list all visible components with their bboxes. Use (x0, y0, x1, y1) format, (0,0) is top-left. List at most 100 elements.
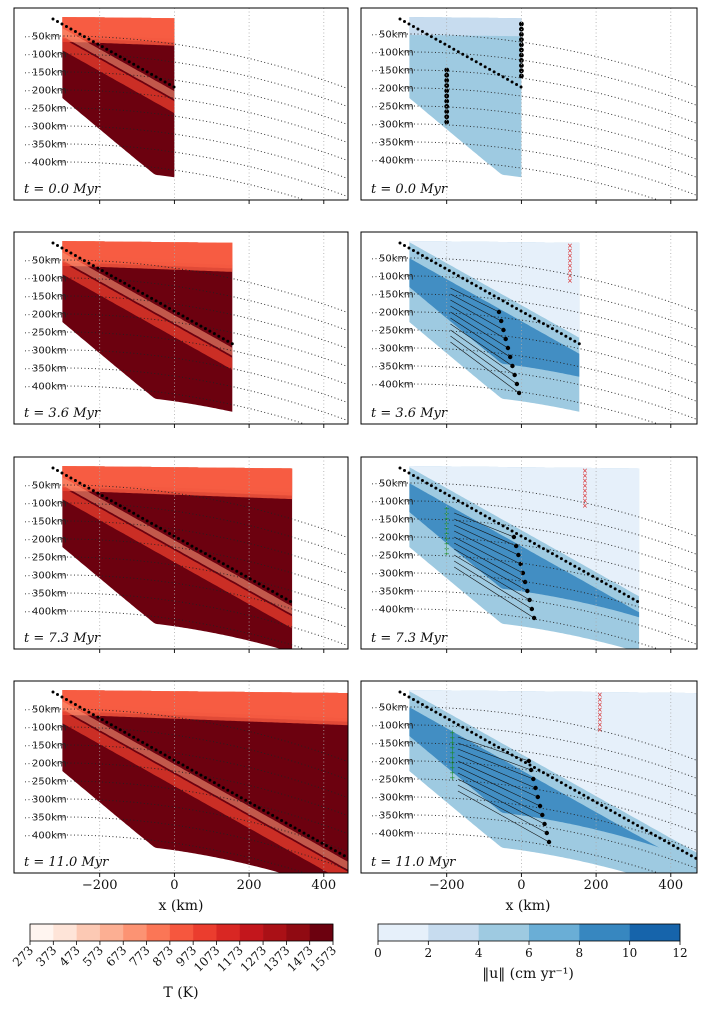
interface-dot (519, 309, 523, 313)
panel-frame (13, 680, 349, 874)
interface-dot (662, 839, 666, 843)
temperature-colorbar-segment (286, 924, 310, 941)
interface-dot (338, 851, 342, 855)
red-cross-marker: × (582, 467, 588, 475)
red-cross-marker: × (597, 691, 603, 699)
temperature-colorbar-segment (239, 924, 264, 941)
interface-dot (618, 813, 622, 817)
interface-dot (564, 783, 568, 787)
interface-dot (172, 534, 176, 538)
interface-dot (194, 322, 198, 326)
red-cross-marker: × (582, 477, 588, 485)
interface-dot (497, 296, 501, 300)
interface-dot (311, 836, 315, 840)
time-label: t = 7.3 Myr (371, 631, 448, 646)
interface-dot (425, 481, 429, 485)
panel-frame (360, 456, 698, 650)
depth-contour (24, 107, 348, 162)
green-plus-marker: + (449, 739, 455, 747)
interface-dot (150, 745, 154, 749)
upper-zone (409, 17, 522, 37)
x-tick-label: 0 (170, 878, 178, 893)
trajectory-line (450, 293, 502, 322)
interface-dot (465, 728, 469, 732)
interface-dot (429, 35, 433, 39)
interface-dot (398, 466, 402, 470)
interface-dot (420, 479, 424, 483)
panel-plot-area: 50km 100km 150km 200km 250km 300km 350km 400km (24, 457, 348, 649)
interface-dot (55, 243, 59, 247)
depth-contour (371, 329, 697, 384)
interface-dot (96, 266, 100, 270)
interface-dot (114, 276, 118, 280)
interface-dot (600, 803, 604, 807)
x-tick-label: 200 (584, 878, 609, 893)
trajectory-line (454, 536, 524, 574)
interface-dot (329, 846, 333, 850)
interface-dot (212, 332, 216, 336)
interface-dot (416, 27, 420, 31)
depth-label: 400km (379, 604, 414, 615)
depth-contour (371, 275, 697, 330)
interface-dot (275, 816, 279, 820)
interface-dot (573, 339, 577, 343)
particle-marker (522, 579, 528, 585)
particle-marker (531, 615, 537, 621)
velocity-colorbar-segment (378, 924, 429, 941)
interface-dot (199, 324, 203, 328)
velocity-colorbar-segment (579, 924, 630, 941)
interface-dot (600, 579, 604, 583)
interface-dot (159, 77, 163, 81)
particle-marker (546, 839, 552, 845)
depth-contour (24, 259, 348, 314)
depth-label: 400km (379, 828, 414, 839)
temperature-colorbar-segment (193, 924, 217, 941)
trajectory-line (457, 790, 550, 843)
interface-dot (676, 846, 680, 850)
interface-dot (434, 37, 438, 41)
depth-contour (24, 89, 348, 144)
interface-dot (109, 50, 113, 54)
interface-dot (407, 22, 411, 26)
temperature-colorbar-segment (123, 924, 147, 941)
trajectory-line (457, 754, 536, 789)
interface-dot (105, 720, 109, 724)
depth-label: 150km (32, 740, 67, 751)
time-label: t = 3.6 Myr (371, 406, 448, 421)
interface-dot (96, 491, 100, 495)
depth-label: 300km (32, 345, 67, 356)
particle-marker (516, 390, 522, 396)
particle-marker (516, 552, 521, 558)
interface-dot (671, 844, 675, 848)
depth-contour (24, 708, 348, 763)
temperature-colorbar-tick-label: 873 (150, 943, 176, 969)
interface-dot (78, 32, 82, 36)
depth-contour (24, 762, 348, 817)
slow-zone (409, 241, 580, 338)
interface-dot (627, 594, 631, 598)
interface-dot (541, 771, 545, 775)
green-plus-marker: + (444, 515, 450, 523)
interface-dot (555, 329, 559, 333)
slab-band (62, 701, 348, 870)
interface-dot (582, 793, 586, 797)
depth-contour (24, 520, 348, 575)
temperature-colorbar-tick-label: 1373 (261, 943, 292, 974)
particle-marker (540, 812, 545, 818)
interface-dot (100, 718, 104, 722)
interface-dot (226, 788, 230, 792)
interface-dot (524, 761, 528, 765)
interface-dot (546, 324, 550, 328)
red-cross-marker: × (567, 277, 573, 285)
panel-frame (360, 7, 698, 201)
interface-dot (244, 798, 248, 802)
interface-dot (132, 286, 136, 290)
green-plus-marker: + (449, 754, 455, 762)
interface-dot (456, 274, 460, 278)
depth-contour (371, 347, 697, 402)
temperature-band (62, 241, 233, 272)
panel-plot-area: ××××××××50km100km150km200km250km300km350… (371, 232, 697, 424)
interface-dot (253, 579, 257, 583)
depth-contour (371, 832, 660, 873)
